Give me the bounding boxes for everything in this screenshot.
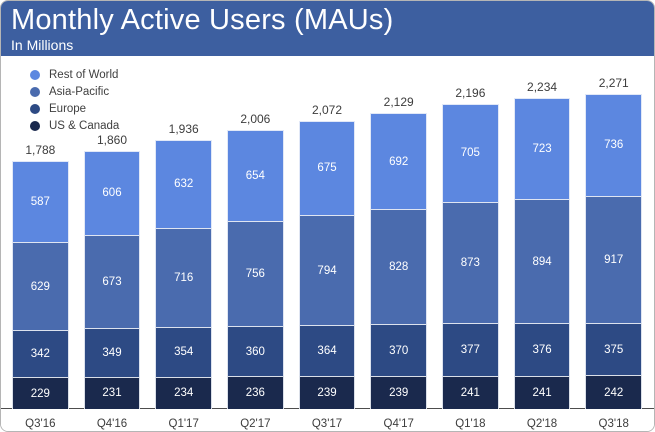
legend-label: Rest of World bbox=[49, 69, 119, 81]
bar-segment-rest-of-world: 675 bbox=[298, 121, 356, 215]
stacked-bar: 654 756 360 236 bbox=[227, 130, 284, 409]
bar-segment-europe: 349 bbox=[83, 328, 141, 377]
stacked-bar: 692 828 370 239 bbox=[370, 113, 428, 409]
bar-total-label: 2,129 bbox=[383, 95, 414, 110]
chart-area: Rest of World Asia-Pacific Europe US & Cana… bbox=[1, 56, 654, 431]
legend-label: Europe bbox=[49, 103, 87, 115]
bar-segment-asia-pacific: 917 bbox=[585, 195, 643, 324]
bar-total-label: 2,006 bbox=[240, 112, 271, 127]
x-axis-label: Q3'16 bbox=[25, 418, 56, 430]
bar-segment-asia-pacific: 894 bbox=[513, 198, 571, 324]
bar-segment-asia-pacific: 828 bbox=[370, 209, 428, 325]
stacked-bar: 736 917 375 242 bbox=[585, 93, 643, 409]
bar-column-q4-17: 2,129 692 828 370 239 bbox=[370, 95, 428, 409]
bar-segment-rest-of-world: 723 bbox=[513, 98, 571, 199]
legend-label: US & Canada bbox=[49, 120, 120, 132]
bar-segment-asia-pacific: 716 bbox=[155, 227, 213, 328]
stacked-bar: 632 716 354 234 bbox=[155, 140, 213, 409]
x-axis-label: Q3'17 bbox=[311, 418, 343, 430]
bar-column-q1-18: 2,196 705 873 377 241 bbox=[442, 86, 499, 409]
bar-segment-europe: 375 bbox=[585, 323, 643, 376]
bar-segment-us-canada: 234 bbox=[155, 376, 213, 409]
x-axis-label: Q1'17 bbox=[168, 418, 199, 430]
x-axis-label: Q1'18 bbox=[455, 418, 486, 430]
x-axis-label: Q4'16 bbox=[96, 418, 128, 430]
bar-segment-us-canada: 242 bbox=[585, 375, 643, 409]
bar-segment-us-canada: 229 bbox=[12, 377, 69, 409]
page-title: Monthly Active Users (MAUs) bbox=[11, 4, 394, 36]
bar-column-q1-17: 1,936 632 716 354 234 bbox=[155, 122, 213, 409]
legend-item-europe: Europe bbox=[30, 103, 119, 115]
bar-segment-rest-of-world: 606 bbox=[83, 150, 141, 235]
bar-segment-rest-of-world: 705 bbox=[442, 103, 499, 202]
stacked-bar: 675 794 364 239 bbox=[298, 121, 356, 409]
bar-segment-europe: 377 bbox=[442, 323, 499, 376]
legend-item-rest-of-world: Rest of World bbox=[30, 69, 119, 81]
bar-segment-europe: 354 bbox=[155, 327, 213, 377]
bar-column-q2-18: 2,234 723 894 376 241 bbox=[513, 80, 571, 409]
bar-segment-europe: 360 bbox=[227, 326, 284, 377]
bar-segment-asia-pacific: 756 bbox=[227, 221, 284, 327]
bar-total-label: 2,234 bbox=[527, 80, 558, 95]
legend-item-us-canada: US & Canada bbox=[30, 120, 119, 132]
bar-total-label: 1,788 bbox=[25, 142, 56, 157]
bar-segment-asia-pacific: 794 bbox=[298, 214, 356, 326]
bar-total-label: 2,271 bbox=[598, 75, 629, 90]
stacked-bar: 587 629 342 229 bbox=[12, 160, 69, 409]
bar-column-q4-16: 1,860 606 673 349 231 bbox=[83, 132, 141, 409]
bar-segment-rest-of-world: 654 bbox=[227, 130, 284, 222]
x-axis-label: Q2'17 bbox=[240, 418, 271, 430]
legend-label: Asia-Pacific bbox=[49, 86, 110, 98]
bar-total-label: 2,196 bbox=[455, 85, 486, 100]
bar-column-q3-16: 1,788 587 629 342 229 bbox=[12, 143, 69, 409]
bar-segment-europe: 342 bbox=[12, 329, 69, 378]
bar-segment-asia-pacific: 673 bbox=[83, 234, 141, 329]
legend-dot-icon bbox=[30, 87, 40, 97]
legend-item-asia-pacific: Asia-Pacific bbox=[30, 86, 119, 98]
bar-segment-us-canada: 236 bbox=[227, 376, 284, 409]
bar-segment-us-canada: 239 bbox=[370, 375, 428, 409]
x-axis-label: Q2'18 bbox=[526, 418, 558, 430]
bar-segment-asia-pacific: 873 bbox=[442, 201, 499, 324]
legend-dot-icon bbox=[30, 104, 40, 114]
bar-column-q2-17: 2,006 654 756 360 236 bbox=[227, 112, 284, 409]
bar-segment-europe: 376 bbox=[513, 323, 571, 376]
legend-dot-icon bbox=[30, 70, 40, 80]
legend: Rest of World Asia-Pacific Europe US & Cana… bbox=[30, 69, 119, 132]
bar-segment-rest-of-world: 736 bbox=[585, 93, 643, 196]
stacked-bar: 705 873 377 241 bbox=[442, 103, 499, 409]
stacked-bar: 606 673 349 231 bbox=[83, 150, 141, 409]
legend-dot-icon bbox=[30, 121, 40, 131]
bar-segment-rest-of-world: 692 bbox=[370, 113, 428, 210]
bar-segment-europe: 364 bbox=[298, 325, 356, 376]
bar-segment-us-canada: 231 bbox=[83, 376, 141, 409]
bar-segment-us-canada: 239 bbox=[298, 375, 356, 409]
plot: 1,788 587 629 342 229 1,860 606 673 349 231 1,936 6… bbox=[1, 56, 654, 431]
bar-segment-rest-of-world: 632 bbox=[155, 140, 213, 228]
bar-column-q3-18: 2,271 736 917 375 242 bbox=[585, 75, 643, 409]
bar-total-label: 1,936 bbox=[168, 122, 199, 137]
stacked-bar: 723 894 376 241 bbox=[513, 98, 571, 409]
bar-segment-us-canada: 241 bbox=[442, 375, 499, 409]
bars-row: 1,788 587 629 342 229 1,860 606 673 349 231 1,936 6… bbox=[12, 75, 643, 409]
bar-segment-us-canada: 241 bbox=[513, 375, 571, 409]
bar-column-q3-17: 2,072 675 794 364 239 bbox=[298, 103, 356, 409]
bar-segment-asia-pacific: 629 bbox=[12, 242, 69, 330]
page-subtitle: In Millions bbox=[11, 37, 74, 53]
x-axis-label: Q4'17 bbox=[383, 418, 414, 430]
bar-total-label: 2,072 bbox=[312, 103, 343, 118]
header-banner: Monthly Active Users (MAUs) In Millions bbox=[1, 1, 654, 56]
x-labels-row: Q3'16 Q4'16 Q1'17 Q2'17 Q3'17 Q4'17 Q1'18 Q2'18… bbox=[12, 418, 642, 430]
bar-total-label: 1,860 bbox=[96, 132, 128, 147]
bar-segment-rest-of-world: 587 bbox=[12, 160, 69, 243]
x-axis-label: Q3'18 bbox=[598, 418, 629, 430]
bar-segment-europe: 370 bbox=[370, 324, 428, 376]
